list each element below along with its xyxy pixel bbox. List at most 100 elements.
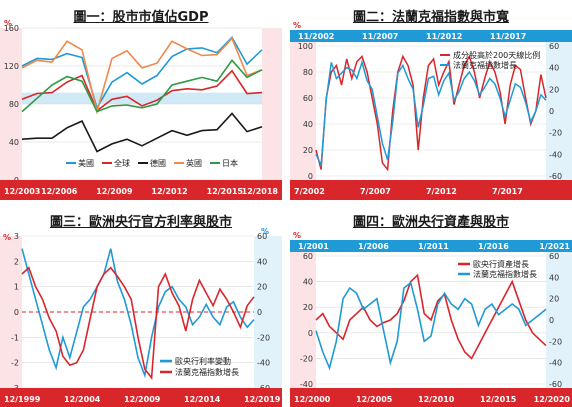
series-line-1: [21, 36, 263, 110]
chart-panel-4: 圖四：歐洲央行資產與股市 1/2001 1/2006 1/2011 1/2016 1/2…: [290, 206, 572, 407]
x-axis-band: [290, 388, 572, 407]
left-axis-strip: [290, 42, 316, 180]
x-tick-label: 12/2006: [41, 187, 78, 196]
legend-label-1: 歐央行利率變動: [175, 356, 231, 366]
series-line-2: [315, 281, 547, 371]
chart-panel-1: 圖一：股市市值佔GDP 16012080400%12/200312/200612…: [0, 0, 282, 200]
chart-plot-4: 1/2001 1/2006 1/2011 1/2016 1/20216040200-20…: [290, 231, 572, 407]
legend-label-4: 英國: [186, 158, 202, 168]
x-tick-label: 12/2004: [64, 395, 101, 404]
legend-label-1: 成分股高於200天線比例: [453, 50, 540, 60]
x-tick-label: 12/2012: [151, 187, 187, 196]
x-tick-label: 12/2015: [480, 395, 517, 404]
right-axis-strip: [546, 252, 572, 388]
right-y-tick-label: 60: [257, 232, 267, 241]
x-tick-label: 7/2007: [360, 187, 391, 196]
x-tick-label: 12/2020: [534, 395, 571, 404]
right-y-tick-label: 20: [257, 283, 267, 292]
top-axis-band: [290, 240, 572, 252]
right-y-tick-label: 0: [257, 308, 262, 317]
left-y-tick-label: 60: [303, 252, 313, 261]
legend-label-2: 法蘭克福指數增長: [175, 367, 239, 377]
x-tick-label: 12/2009: [124, 395, 161, 404]
x-axis-band: [0, 180, 282, 200]
x-top-tick-label: 11/2017: [490, 32, 526, 41]
right-y-tick-label: 20: [549, 295, 559, 304]
right-y-tick-label: -20: [549, 129, 562, 138]
left-y-tick-label: 0: [308, 172, 313, 181]
y-unit-label: %: [4, 19, 12, 28]
y-tick-label: 160: [4, 24, 19, 33]
right-y-tick-label: 0: [549, 316, 554, 325]
top-axis-band: [290, 30, 572, 42]
x-top-tick-label: 1/2006: [358, 242, 389, 251]
y-tick-label: 40: [9, 138, 19, 147]
x-tick-label: 7/2012: [426, 187, 457, 196]
series-line-2: [21, 266, 255, 381]
left-y-tick-label: 60: [303, 94, 313, 103]
series-line-1: [315, 273, 547, 360]
left-axis-strip: [290, 252, 316, 388]
chart-title-1: 圖一：股市市值佔GDP: [73, 10, 209, 25]
legend-label-3: 德國: [150, 158, 166, 168]
right-y-tick-label: 60: [549, 252, 559, 261]
left-y-tick-label: 3: [14, 232, 19, 241]
x-top-tick-label: 11/2002: [298, 32, 334, 41]
legend-label-5: 日本: [222, 158, 238, 168]
x-tick-label: 12/2010: [418, 395, 455, 404]
x-tick-label: 12/2009: [96, 187, 133, 196]
chart-panel-2: 圖二：法蘭克福指數與市寬 11/2002 11/2007 11/2012 11/201…: [290, 0, 572, 200]
right-y-tick-label: -20: [257, 333, 270, 342]
series-line-5: [21, 59, 263, 113]
x-tick-label: 12/2003: [4, 187, 40, 196]
right-y-tick-label: 40: [549, 273, 559, 282]
series-line-3: [21, 112, 263, 153]
x-top-tick-label: 1/2011: [418, 242, 449, 251]
right-y-tick-label: -40: [549, 150, 562, 159]
left-y-tick-label: 20: [303, 303, 313, 312]
x-tick-label: 12/2005: [356, 395, 393, 404]
x-tick-label: 12/2018: [242, 187, 279, 196]
series-line-4: [21, 36, 263, 115]
x-tick-label: 12/2000: [294, 395, 331, 404]
right-y-tick-label: 40: [257, 257, 267, 266]
y-unit-label: %: [3, 233, 11, 242]
right-axis-strip: [546, 42, 572, 180]
left-y-tick-label: 80: [303, 68, 313, 77]
y-unit-label: %: [293, 231, 301, 240]
x-top-tick-label: 1/2021: [539, 242, 570, 251]
chart-plot-3: 3210-1-2-36040200-20-40-60%%12/199912/20…: [0, 227, 282, 407]
series-line-1: [315, 54, 547, 172]
chart-title-2: 圖二：法蘭克福指數與市寬: [352, 10, 509, 25]
left-y-tick-label: 40: [303, 278, 313, 287]
series-line-2: [315, 59, 547, 169]
right-y-tick-label: 0: [549, 107, 554, 116]
left-y-tick-label: 2: [14, 257, 19, 266]
x-tick-label: 12/2019: [244, 395, 281, 404]
legend-label-2: 法蘭克福指數增長: [473, 269, 537, 279]
series-line-2: [21, 69, 263, 112]
x-top-tick-label: 1/2016: [478, 242, 509, 251]
chart-panel-3: 圖三：歐洲央行官方利率與股市 3210-1-2-36040200-20-40-6…: [0, 206, 282, 407]
x-top-tick-label: 1/2001: [298, 242, 329, 251]
right-y-tick-label: -60: [549, 172, 562, 181]
legend-label-2: 全球: [114, 158, 130, 168]
x-tick-label: 12/2014: [184, 395, 221, 404]
left-axis-strip: [0, 236, 22, 388]
x-top-tick-label: 11/2012: [426, 32, 462, 41]
left-y-tick-label: -40: [300, 380, 313, 389]
right-y-tick-label: 40: [549, 64, 559, 73]
left-y-tick-label: -1: [11, 333, 19, 342]
right-y-tick-label: -60: [549, 380, 562, 389]
left-y-tick-label: 1: [14, 283, 19, 292]
legend-label-1: 歐央行資產增長: [473, 259, 529, 269]
x-tick-label: 12/1999: [4, 395, 41, 404]
left-y-tick-label: 100: [298, 42, 313, 51]
left-y-tick-label: 40: [303, 120, 313, 129]
x-top-tick-label: 11/2007: [362, 32, 398, 41]
right-y-tick-label: -40: [257, 359, 270, 368]
x-tick-label: 7/2002: [294, 187, 325, 196]
left-y-tick-label: -2: [11, 359, 19, 368]
left-y-tick-label: 20: [303, 146, 313, 155]
chart-plot-2: 11/2002 11/2007 11/2012 11/2017 100 80 60 40 20 0…: [290, 21, 572, 200]
